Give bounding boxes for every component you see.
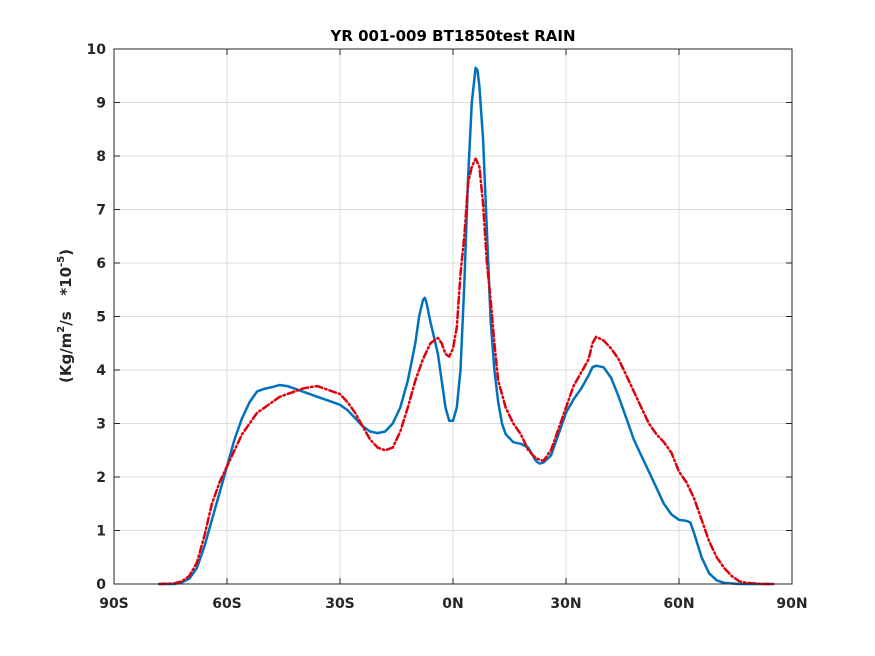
series-line-2	[157, 157, 775, 586]
x-tick-label: 90N	[776, 596, 807, 612]
x-tick-labels: 90S 60S 30S 0N 30N 60N 90N	[99, 596, 807, 612]
y-axis-label-close: )	[57, 249, 75, 256]
y-tick-label: 9	[96, 96, 106, 112]
x-tick-label: 30N	[550, 596, 581, 612]
y-tick-label: 0	[96, 577, 106, 593]
y-tick-label: 7	[96, 203, 106, 219]
y-axis-label-exp1: 2	[56, 326, 67, 333]
y-axis-label-mid: /s *10	[57, 267, 75, 326]
x-tick-label: 60S	[212, 596, 242, 612]
chart-title: YR 001-009 BT1850test RAIN	[329, 27, 575, 45]
y-tick-label: 2	[96, 470, 106, 486]
y-tick-label: 5	[96, 310, 106, 326]
x-tick-label: 30S	[325, 596, 355, 612]
y-tick-label: 3	[96, 417, 106, 433]
y-tick-label: 1	[96, 524, 106, 540]
series-line-1	[157, 66, 775, 586]
y-tick-label: 4	[96, 363, 106, 379]
x-tick-label: 90S	[99, 596, 129, 612]
y-tick-label: 10	[87, 42, 107, 58]
series-layer	[157, 66, 775, 586]
x-tick-label: 0N	[442, 596, 463, 612]
y-axis-label: (Kg/m2/s *10-5)	[56, 249, 75, 383]
tick-marks	[113, 48, 793, 585]
y-tick-label: 8	[96, 149, 106, 165]
x-tick-label: 60N	[663, 596, 694, 612]
y-axis-label-open: (Kg/m	[57, 333, 75, 383]
y-axis-label-exp2: -5	[56, 256, 67, 267]
y-tick-labels: 0 1 2 3 4 5 6 7 8 9 10	[87, 42, 107, 593]
y-tick-label: 6	[96, 256, 106, 272]
